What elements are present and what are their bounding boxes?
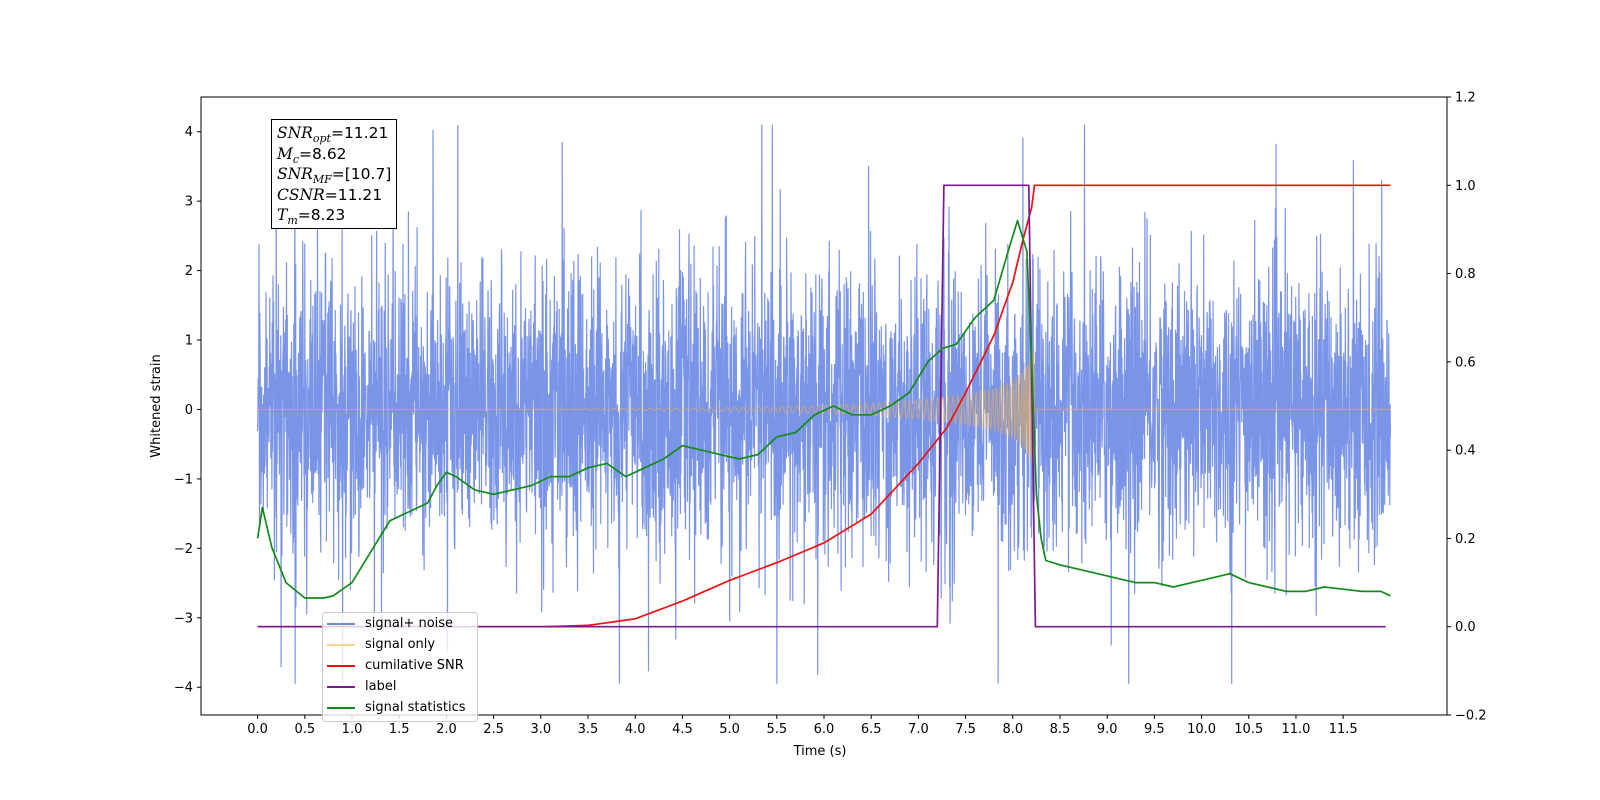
x-axis-label: Time (s) (793, 744, 847, 759)
x-tick-label: 7.0 (908, 722, 929, 737)
series-cumilative-snr (257, 184, 1391, 628)
y2-tick-label: 0.2 (1455, 532, 1476, 547)
y2-tick-label: 0.4 (1455, 444, 1476, 459)
series-label (257, 184, 1386, 628)
legend: signal+ noise signal only cumilative SNR… (322, 612, 478, 722)
snr-opt-value: =11.21 (330, 124, 389, 142)
series-signal-noise (257, 124, 1391, 684)
legend-label-cumulative-snr: cumilative SNR (365, 658, 464, 673)
y2-tick-label: 0.8 (1455, 267, 1476, 282)
legend-item-signal-noise: signal+ noise (323, 613, 453, 634)
statistics-lines-layer (256, 184, 1391, 628)
y-tick-label: 1 (185, 334, 193, 349)
y2-tick-label: 0.6 (1455, 355, 1476, 370)
y2-tick-label: −0.2 (1455, 709, 1487, 724)
x-axis-ticks: 0.0 0.5 1.0 1.5 2.0 2.5 3.0 3.5 4.0 4.5 5.0 5.5 6.0 6… (247, 715, 1358, 737)
x-tick-label: 1.5 (389, 722, 410, 737)
snr-mf-line: SNRMF=[10.7] (277, 165, 392, 187)
x-tick-label: 6.5 (861, 722, 882, 737)
x-tick-label: 2.5 (483, 722, 504, 737)
tm-line: Tm=8.23 (277, 206, 346, 228)
x-tick-label: 7.5 (955, 722, 976, 737)
mc-value: =8.62 (299, 144, 347, 163)
mc-line: Mc=8.62 (277, 144, 347, 166)
x-tick-label: 4.0 (625, 722, 646, 737)
y-tick-label: 3 (185, 195, 193, 210)
csnr-line: CSNR=11.21 (277, 185, 383, 204)
legend-label-signal-statistics: signal statistics (365, 700, 466, 715)
legend-label-label: label (365, 679, 397, 694)
x-tick-label: 6.0 (814, 722, 835, 737)
x-tick-label: 2.0 (436, 722, 457, 737)
legend-swatch-cumulative-snr (327, 664, 355, 667)
legend-item-signal-statistics: signal statistics (323, 697, 466, 718)
x-tick-label: 3.5 (578, 722, 599, 737)
y2-tick-label: 1.2 (1455, 91, 1476, 106)
x-tick-label: 9.0 (1097, 722, 1118, 737)
legend-swatch-signal-statistics (327, 706, 355, 709)
y-tick-label: −2 (174, 542, 193, 557)
legend-swatch-label (327, 685, 355, 688)
x-tick-label: 4.5 (672, 722, 693, 737)
y2-tick-label: 1.0 (1455, 179, 1476, 194)
x-tick-label: 3.0 (530, 722, 551, 737)
y-axis-ticks: −4 −3 −2 −1 0 1 2 3 4 (174, 125, 201, 696)
y-tick-label: 0 (185, 403, 193, 418)
x-tick-label: 10.5 (1234, 722, 1263, 737)
legend-item-label: label (323, 676, 396, 697)
series-signal-statistics (256, 219, 1391, 599)
y-tick-label: −4 (174, 681, 193, 696)
y-tick-label: 4 (185, 125, 193, 140)
legend-item-signal-only: signal only (323, 634, 435, 655)
signal-noise-layer (257, 124, 1391, 684)
tm-value: =8.23 (297, 206, 346, 224)
snr-opt-line: SNRopt=11.21 (277, 124, 389, 146)
y-tick-label: −1 (174, 472, 193, 487)
legend-label-signal-noise: signal+ noise (365, 616, 454, 631)
legend-item-cumulative-snr: cumilative SNR (323, 655, 464, 676)
y-axis-label: Whitened strain (149, 354, 164, 457)
legend-swatch-signal-only (327, 643, 355, 646)
csnr-value: =11.21 (324, 185, 383, 204)
y2-tick-label: 0.0 (1455, 620, 1476, 635)
y2-axis-ticks: −0.2 0.0 0.2 0.4 0.6 0.8 1.0 1.2 (1447, 91, 1487, 724)
y-tick-label: −3 (174, 611, 193, 626)
legend-label-signal-only: signal only (365, 637, 436, 652)
x-tick-label: 0.5 (294, 722, 315, 737)
snr-mf-value: =[10.7] (331, 165, 392, 183)
legend-swatch-signal-noise (327, 622, 355, 625)
x-tick-label: 1.0 (342, 722, 363, 737)
x-tick-label: 0.0 (247, 722, 268, 737)
x-tick-label: 11.0 (1281, 722, 1310, 737)
x-tick-label: 9.5 (1144, 722, 1165, 737)
x-tick-label: 8.0 (1002, 722, 1023, 737)
x-tick-label: 11.5 (1329, 722, 1358, 737)
x-tick-label: 5.5 (766, 722, 787, 737)
stats-annotation-box: SNRopt=11.21 Mc=8.62 SNRMF=[10.7] CSNR=1… (271, 119, 398, 229)
x-tick-label: 5.0 (719, 722, 740, 737)
x-tick-label: 8.5 (1050, 722, 1071, 737)
x-tick-label: 10.0 (1187, 722, 1216, 737)
y-tick-label: 2 (185, 264, 193, 279)
